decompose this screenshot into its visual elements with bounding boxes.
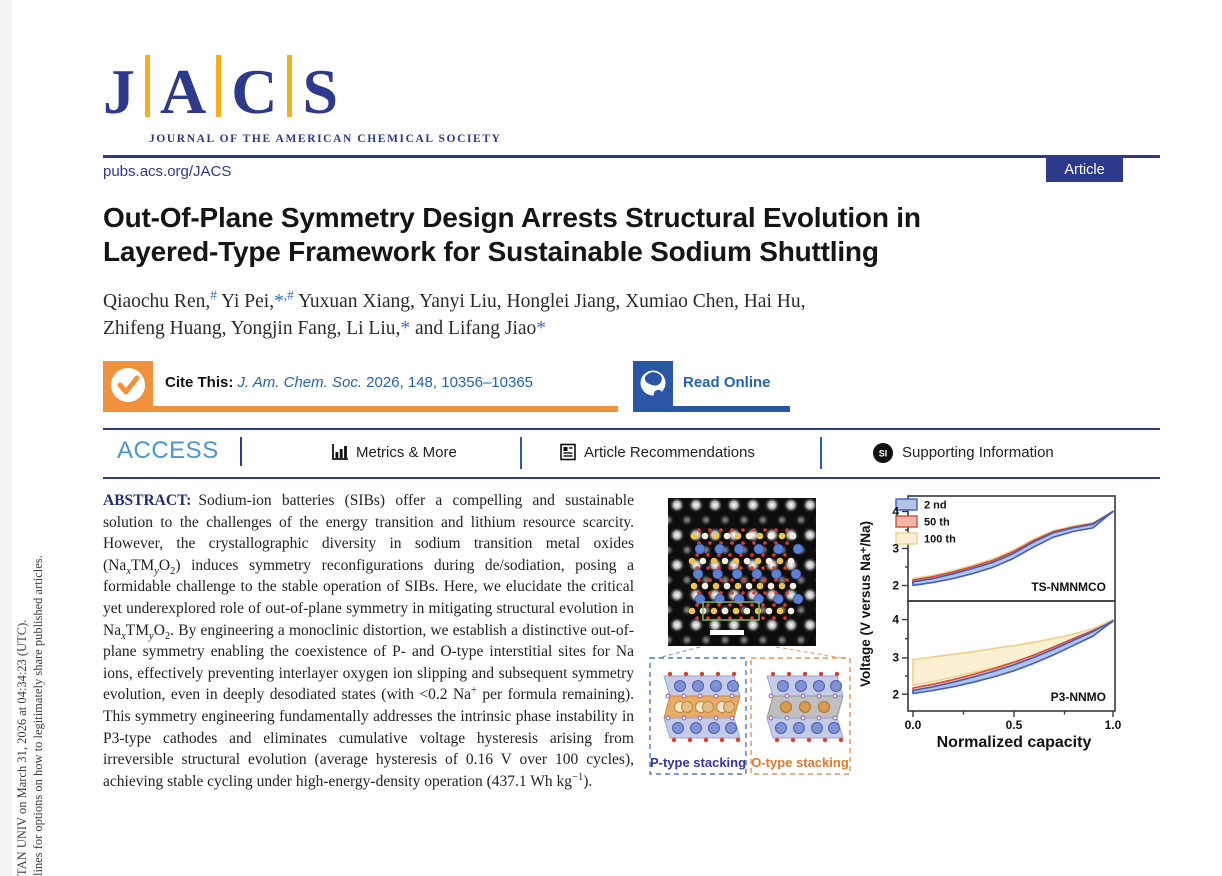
logo-letter-a: A [160, 56, 207, 127]
access-bar-top-rule [103, 428, 1160, 430]
panel-label-ts-nmnmco: TS-NMNMCO [1031, 580, 1106, 594]
author-line-2: Zhifeng Huang, Yongjin Fang, Li Liu,* an… [103, 318, 547, 339]
access-divider [240, 437, 242, 466]
check-icon [111, 368, 145, 402]
svg-text:0.0: 0.0 [905, 718, 922, 732]
series-2nd [912, 620, 1114, 695]
panel-label-p3-nnmo: P3-NNMO [1051, 690, 1106, 704]
o-type-connector-line [775, 646, 843, 659]
abstract-body: Sodium-ion batteries (SIBs) offer a comp… [103, 492, 634, 790]
globe-icon [640, 370, 666, 398]
logo-gold-bar [287, 55, 293, 117]
abstract-heading: ABSTRACT: [103, 492, 192, 509]
graphical-abstract: P-type stacking [648, 490, 1160, 786]
citation-journal[interactable]: J. Am. Chem. Soc. [237, 374, 362, 391]
svg-text:SI: SI [879, 449, 888, 459]
logo-letter-j: J [103, 56, 135, 127]
abstract-text: ABSTRACT: Sodium-ion batteries (SIBs) off… [103, 490, 1160, 792]
citation-text[interactable]: Cite This: J. Am. Chem. Soc. 2026, 148, … [165, 374, 533, 391]
svg-text:3: 3 [892, 542, 899, 556]
p-type-connector-line [657, 646, 701, 659]
download-notice-line1: TAN UNIV on March 31, 2026 at 04:34:23 (… [15, 619, 29, 876]
citation-bar: Cite This: J. Am. Chem. Soc. 2026, 148, … [103, 361, 803, 413]
o-type-inset: O-type stacking [750, 657, 851, 775]
panel-ts-nmnmco-series [912, 510, 1114, 587]
o-type-label: O-type stacking [751, 755, 849, 770]
svg-text:3: 3 [892, 651, 899, 665]
jacs-logo: J A C S [103, 55, 339, 127]
svg-text:2: 2 [892, 688, 899, 702]
y-tick-labels: 4 3 2 4 3 2 [892, 505, 899, 702]
access-bar-bottom-rule [103, 477, 1160, 479]
legend-label-2nd: 2 nd [924, 500, 947, 512]
read-online-tile[interactable] [633, 361, 673, 406]
logo-gold-bar [145, 55, 150, 117]
supporting-information-link[interactable]: Supporting Information [902, 444, 1054, 461]
svg-text:4: 4 [892, 613, 899, 627]
cite-this-label: Cite This: [165, 374, 234, 391]
citation-volume-pages[interactable]: 2026, 148, 10356–10365 [362, 374, 533, 391]
svg-text:1.0: 1.0 [1105, 718, 1122, 732]
page-edge-strip [0, 0, 12, 876]
article-type-badge: Article [1046, 157, 1123, 182]
highlight-rectangle [702, 601, 760, 621]
download-notice-line2: lines for options on how to legitimately… [31, 555, 45, 876]
article-recommendations-link[interactable]: Article Recommendations [584, 444, 755, 461]
masthead-rule [103, 155, 1160, 158]
supporting-information-icon: SI [872, 442, 894, 469]
logo-letter-c: C [231, 56, 278, 127]
access-link[interactable]: ACCESS [117, 437, 219, 464]
svg-text:2: 2 [892, 579, 899, 593]
scale-bar [710, 630, 744, 635]
chart-legend: 2 nd 50 th 100 th [895, 498, 956, 546]
metrics-and-more-link[interactable]: Metrics & More [356, 444, 457, 461]
x-axis-label: Normalized capacity [937, 734, 1092, 751]
cite-check-tile [103, 361, 153, 412]
x-tick-labels: 0.0 0.5 1.0 [905, 718, 1122, 732]
cite-underline-bar [103, 406, 618, 412]
journal-name-tagline: JOURNAL OF THE AMERICAN CHEMICAL SOCIETY [149, 133, 502, 145]
page-title: Out-Of-Plane Symmetry Design Arrests Str… [103, 201, 1083, 269]
title-line-2: Layered-Type Framework for Sustainable S… [103, 236, 879, 267]
title-line-1: Out-Of-Plane Symmetry Design Arrests Str… [103, 202, 921, 233]
y-axis-label: Voltage (V versus Na⁺/Na) [858, 521, 873, 687]
legend-label-50th: 50 th [924, 517, 950, 529]
access-divider [820, 437, 822, 469]
legend-swatch-2nd [896, 499, 917, 510]
legend-label-100th: 100 th [924, 534, 956, 546]
series-2nd [912, 510, 1114, 587]
voltage-capacity-chart: Voltage (V versus Na⁺/Na) 2 nd 50 [858, 495, 1122, 751]
read-online-link[interactable]: Read Online [683, 374, 771, 391]
author-line-1: Qiaochu Ren,# Yi Pei,*,# Yuxuan Xiang, Y… [103, 287, 806, 312]
panel-p3-nnmo-series [912, 618, 1114, 695]
logo-gold-bar [216, 55, 222, 117]
y-tick-marks [902, 510, 1114, 717]
author-list: Qiaochu Ren,# Yi Pei,*,# Yuxuan Xiang, Y… [103, 288, 1103, 342]
svg-text:4: 4 [892, 505, 899, 519]
metrics-chart-icon [330, 442, 350, 467]
svg-text:0.5: 0.5 [1006, 718, 1023, 732]
journal-url-link[interactable]: pubs.acs.org/JACS [103, 163, 232, 180]
stem-image [668, 498, 816, 646]
logo-letter-s: S [302, 56, 339, 127]
abstract-section: P-type stacking [103, 490, 1160, 792]
p-type-inset: P-type stacking [649, 657, 747, 775]
read-online-underline-bar [633, 406, 790, 412]
p-type-label: P-type stacking [650, 755, 746, 770]
article-recommendations-icon [558, 442, 578, 467]
access-divider [520, 437, 522, 469]
